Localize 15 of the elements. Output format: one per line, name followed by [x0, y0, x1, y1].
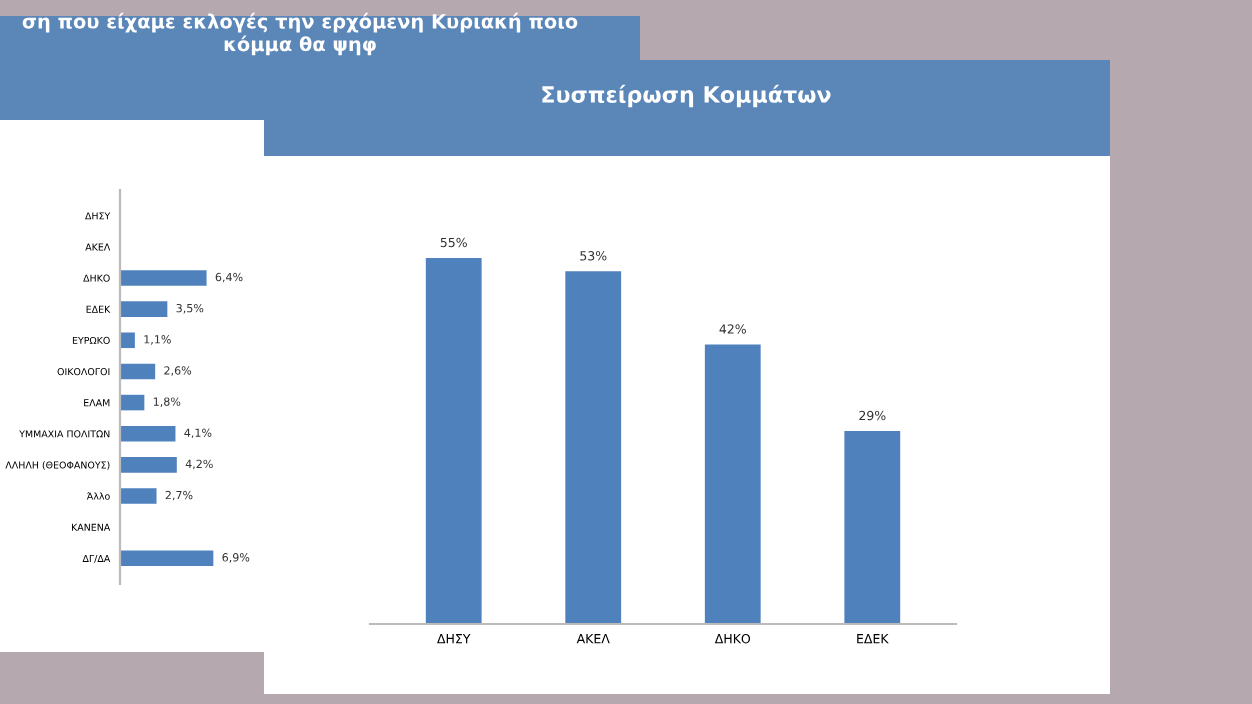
bar [120, 394, 145, 411]
bar [844, 431, 901, 624]
bar [120, 550, 214, 567]
bar [425, 257, 482, 624]
chart-title: Συσπείρωση Κομμάτων [542, 84, 831, 108]
bar [120, 488, 157, 504]
bar [704, 344, 761, 624]
bar [120, 457, 177, 473]
bar [120, 425, 176, 442]
bar [120, 301, 168, 317]
text: ση που είχαμε εκλογές την ερχόμενη Κυριακή ποιο κόμμα θα ψηφ [22, 12, 578, 56]
bar [120, 270, 207, 286]
bar [120, 363, 156, 380]
bar [565, 271, 622, 624]
bar [120, 332, 135, 349]
